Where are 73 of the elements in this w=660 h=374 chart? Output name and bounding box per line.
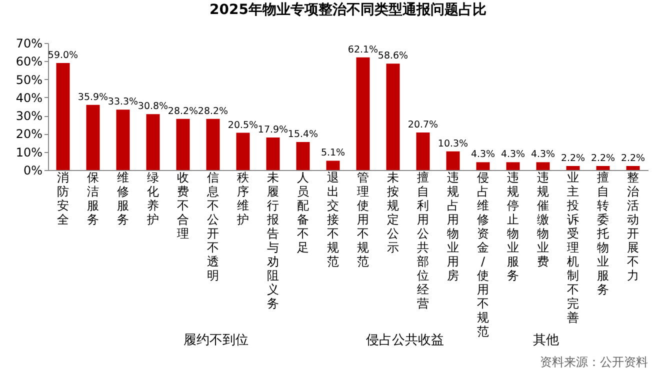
x-tick-label: 绿化养护 — [146, 170, 159, 226]
data-label: 5.1% — [320, 148, 346, 159]
bar — [476, 162, 490, 170]
x-tick-label: 未按规定公示 — [387, 170, 399, 254]
bar — [566, 166, 580, 170]
bar — [176, 118, 190, 170]
bar — [206, 118, 220, 170]
bar — [356, 57, 370, 170]
data-label: 62.1% — [348, 44, 378, 56]
x-tick-label: 违规占用物业用房 — [447, 170, 459, 282]
text: 侵占公共收益 — [366, 333, 444, 348]
data-label: 4.3% — [500, 149, 526, 160]
y-tick-label: 60% — [16, 54, 42, 69]
text: 资料来源：公开资料 — [540, 355, 648, 369]
x-tick-label: 秩序维护 — [236, 170, 249, 226]
bar — [416, 132, 430, 170]
text: 履约不到位 — [184, 333, 248, 348]
text: 其他 — [533, 333, 559, 348]
bar — [386, 64, 400, 170]
bar — [116, 110, 130, 170]
data-label: 35.9% — [78, 92, 108, 103]
x-tick-label: 违规停止物业服务 — [507, 170, 519, 282]
data-label: 2.2% — [620, 153, 646, 164]
data-label: 17.9% — [258, 124, 288, 136]
data-label: 10.3% — [438, 138, 468, 150]
data-label: 4.3% — [470, 149, 496, 160]
x-tick-label: 信息不公开不透明 — [206, 170, 219, 282]
x-tick-label: 人员配备不足 — [297, 170, 309, 254]
chart-title: 2025年物业专项整治不同类型通报问题占比 — [210, 1, 486, 18]
bar — [266, 138, 280, 170]
bar — [296, 142, 310, 170]
category-label: 侵占维修资金/使用不规范 — [477, 170, 489, 338]
y-tick-label: 40% — [16, 90, 42, 105]
bar — [86, 104, 100, 170]
category-label: 未履行报告与劝阻义务 — [267, 170, 279, 310]
y-tick-label: 20% — [16, 127, 42, 142]
y-tick-label: 0% — [23, 164, 42, 178]
bar — [236, 132, 250, 170]
data-label: 28.2% — [168, 106, 198, 117]
bar — [596, 166, 610, 170]
category-label: 擅自利用公共部位经营 — [417, 170, 429, 310]
bar — [146, 114, 160, 170]
x-tick-label: 整治活动开展不力 — [627, 170, 639, 282]
x-tick-label: 违规催缴物业费 — [537, 170, 549, 268]
data-label: 58.6% — [378, 50, 408, 62]
data-label: 4.3% — [530, 149, 556, 160]
bar — [446, 151, 460, 170]
data-label: 20.7% — [408, 119, 438, 130]
bar — [506, 162, 520, 170]
category-label: 业主投诉受理机制不完善 — [567, 170, 579, 324]
x-tick-label: 消防安全 — [57, 170, 69, 226]
bar — [626, 166, 640, 170]
data-label: 30.8% — [138, 101, 168, 112]
x-tick-label: 保洁服务 — [87, 170, 99, 226]
bar — [536, 162, 550, 170]
data-label: 2.2% — [590, 153, 616, 164]
data-label: 2.2% — [560, 153, 586, 164]
x-tick-label: 管理使用不规范 — [357, 170, 369, 268]
y-tick-label: 70% — [16, 36, 42, 50]
y-tick-label: 50% — [16, 72, 42, 87]
data-label: 33.3% — [108, 96, 138, 108]
x-tick-label: 收费不合理 — [177, 170, 189, 240]
data-label: 28.2% — [198, 106, 228, 117]
bar — [56, 62, 70, 170]
y-tick-label: 10% — [16, 145, 42, 160]
y-tick-label: 30% — [16, 109, 42, 124]
category-label: 擅自转委托物业服务 — [597, 170, 609, 296]
data-label: 15.4% — [288, 129, 318, 140]
data-label: 59.0% — [48, 50, 78, 61]
bar — [326, 160, 340, 170]
x-tick-label: 退出交接不规范 — [327, 170, 339, 268]
x-tick-label: 维修服务 — [117, 170, 129, 226]
data-label: 20.5% — [228, 120, 258, 131]
